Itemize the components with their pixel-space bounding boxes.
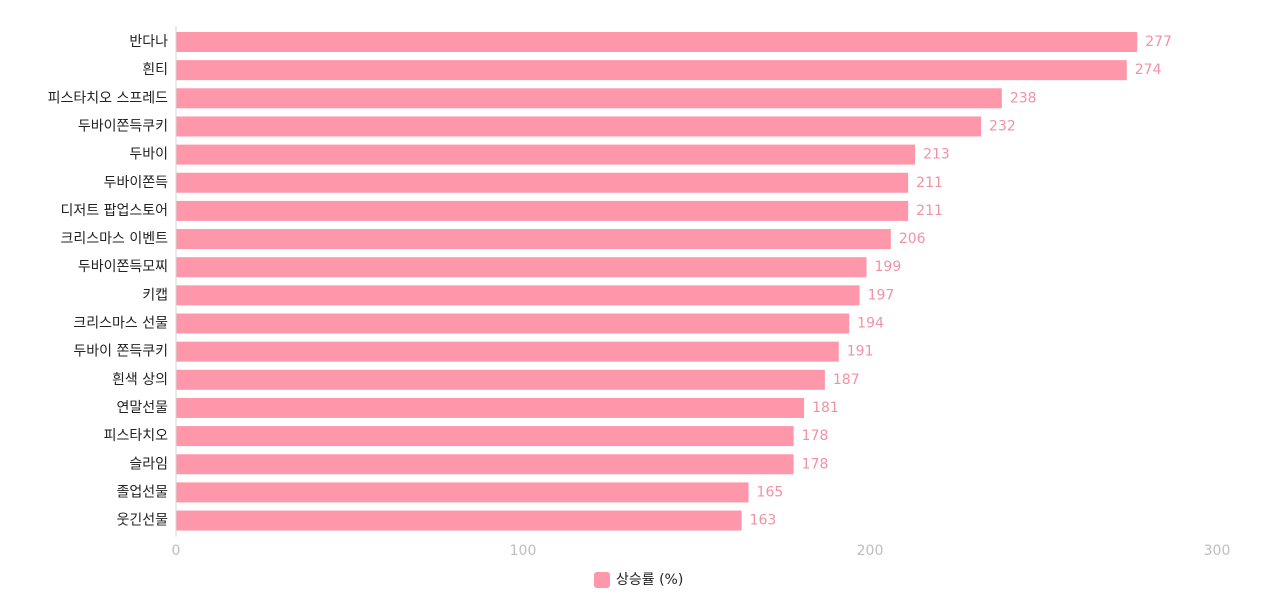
- category-label: 피스타치오 스프레드: [48, 90, 168, 106]
- bar[interactable]: [176, 116, 982, 137]
- value-label: 197: [868, 287, 895, 303]
- value-label: 211: [916, 203, 943, 219]
- value-label: 191: [847, 344, 874, 360]
- value-label: 213: [923, 147, 950, 163]
- category-label: 슬라임: [129, 456, 168, 472]
- bar[interactable]: [176, 144, 916, 165]
- category-label: 졸업선물: [116, 484, 168, 500]
- bar[interactable]: [176, 200, 909, 221]
- legend-label: 상승률 (%): [616, 572, 683, 588]
- x-tick-label: 300: [1204, 543, 1231, 559]
- value-label: 194: [857, 316, 884, 332]
- bar[interactable]: [176, 60, 1127, 81]
- legend-swatch: [594, 572, 610, 588]
- bar[interactable]: [176, 482, 749, 503]
- category-label: 두바이: [129, 147, 168, 163]
- bar[interactable]: [176, 313, 850, 334]
- value-label: 232: [989, 118, 1016, 134]
- value-label: 187: [833, 372, 860, 388]
- category-label: 피스타치오: [104, 428, 169, 444]
- x-tick-label: 0: [172, 543, 181, 559]
- x-tick-label: 200: [857, 543, 884, 559]
- category-label: 두바이쫀득: [104, 175, 169, 191]
- value-label: 165: [757, 484, 784, 500]
- bar[interactable]: [176, 229, 891, 250]
- bar[interactable]: [176, 510, 742, 531]
- category-label: 흰색 상의: [112, 372, 168, 388]
- category-label: 흰티: [142, 62, 168, 78]
- bar[interactable]: [176, 172, 909, 193]
- legend[interactable]: 상승률 (%): [594, 572, 683, 588]
- category-label: 크리스마스 선물: [73, 316, 168, 332]
- bar[interactable]: [176, 257, 867, 278]
- bar[interactable]: [176, 341, 839, 362]
- bar[interactable]: [176, 369, 825, 390]
- value-label: 178: [802, 456, 829, 472]
- category-label: 웃긴선물: [116, 513, 168, 529]
- x-axis-ticks-group: 0 100 200 300: [172, 543, 1231, 559]
- value-label: 277: [1145, 34, 1172, 50]
- category-label: 키캡: [142, 287, 168, 303]
- value-label: 274: [1135, 62, 1162, 78]
- bar[interactable]: [176, 454, 794, 475]
- bars-group: [176, 32, 1138, 531]
- value-label: 211: [916, 175, 943, 191]
- bar[interactable]: [176, 32, 1138, 52]
- category-label: 반다나: [129, 34, 168, 50]
- value-label: 163: [750, 513, 777, 529]
- bar[interactable]: [176, 426, 794, 447]
- value-labels-group: 277 274 238 232 213 211 211 206 199 197 194 191 187 1…: [750, 34, 1172, 529]
- value-label: 181: [812, 400, 839, 416]
- value-label: 178: [802, 428, 829, 444]
- category-label: 두바이 쫀득쿠키: [73, 344, 168, 360]
- category-label: 연말선물: [116, 400, 168, 416]
- category-label: 크리스마스 이벤트: [61, 231, 169, 247]
- category-label: 디저트 팝업스토어: [61, 203, 169, 219]
- value-label: 199: [875, 259, 902, 275]
- bar[interactable]: [176, 285, 860, 306]
- category-label: 두바이쫀득쿠키: [78, 118, 168, 134]
- value-label: 206: [899, 231, 926, 247]
- value-label: 238: [1010, 90, 1037, 106]
- bar[interactable]: [176, 397, 805, 418]
- category-label: 두바이쫀득모찌: [78, 259, 168, 275]
- bar[interactable]: [176, 88, 1002, 109]
- x-tick-label: 100: [510, 543, 537, 559]
